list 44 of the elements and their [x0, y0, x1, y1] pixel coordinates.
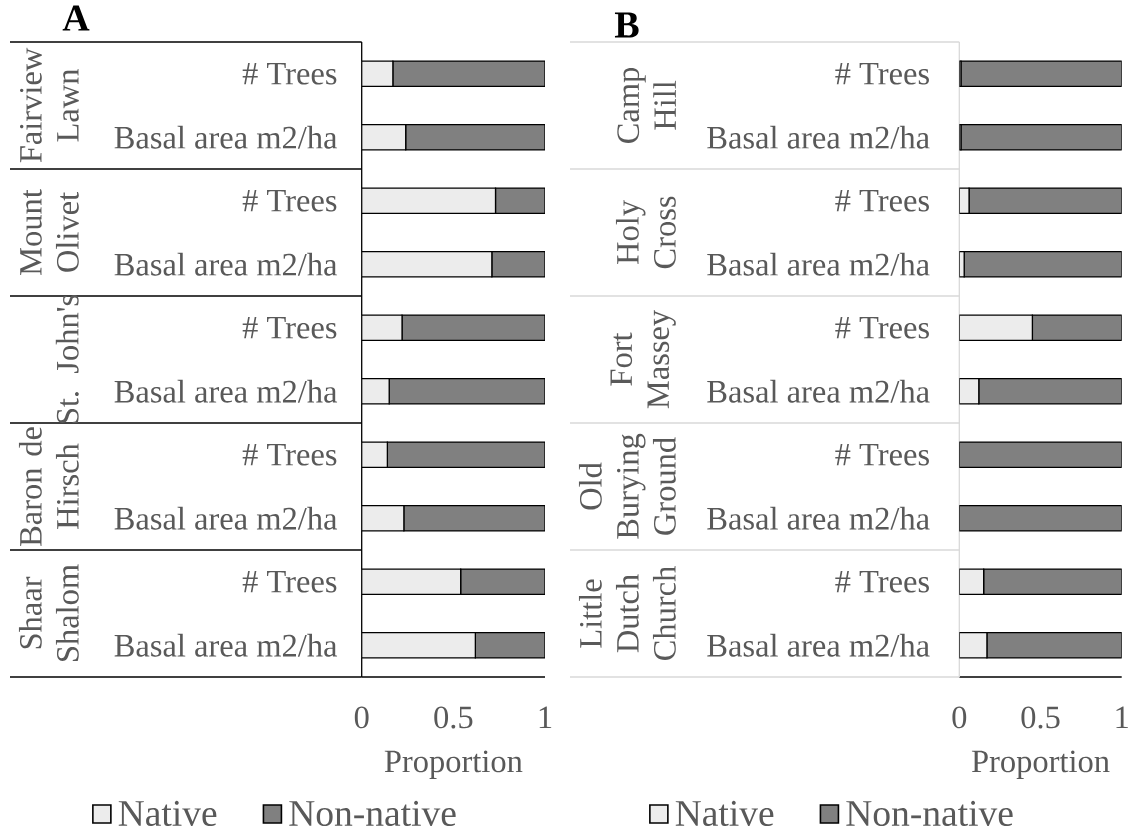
y-tick-label: Basal area m2/ha — [707, 125, 930, 149]
y-tick-label: # Trees — [242, 62, 337, 85]
legend-label: Native — [118, 800, 217, 827]
y-tick-label: # Trees — [242, 570, 337, 593]
text: Camp Hill — [617, 67, 676, 143]
y-tick-label: Basal area m2/ha — [114, 252, 338, 276]
text: Shaar Shalom — [18, 564, 79, 661]
y-tick-label: # Trees — [835, 189, 929, 212]
y-tick-label: # Trees — [242, 189, 337, 212]
y-tick-label: Basal area m2/ha — [707, 252, 930, 276]
y-tick-label: # Trees — [835, 570, 929, 593]
legend-label: Non-native — [846, 800, 1013, 827]
y-tick-label: # Trees — [835, 62, 929, 85]
text: B — [614, 12, 639, 38]
legend-label: Non-native — [289, 800, 456, 827]
x-tick-label: 1 — [1116, 706, 1128, 729]
y-tick-label: Basal area m2/ha — [707, 506, 930, 530]
y-tick-label: Basal area m2/ha — [114, 379, 338, 403]
text: Fort Massey — [610, 309, 676, 409]
y-tick-label: Basal area m2/ha — [114, 125, 338, 149]
chart-title: A — [62, 5, 90, 31]
y-tick-label: Basal area m2/ha — [707, 379, 930, 403]
text: Baron de Hirsch — [18, 427, 79, 547]
text: Little Dutch Church — [578, 566, 676, 661]
text: Fairview Lawn — [19, 47, 79, 163]
y-tick-label: Basal area m2/ha — [114, 633, 338, 657]
x-tick-label: 0 — [354, 706, 369, 729]
y-tick-label: # Trees — [242, 443, 337, 466]
text: Holy Cross — [615, 196, 676, 269]
y-tick-label: Basal area m2/ha — [114, 506, 338, 530]
y-tick-label: # Trees — [242, 316, 337, 339]
text: Old Burying Ground — [578, 433, 676, 539]
x-tick-label: 1 — [539, 706, 552, 729]
y-tick-label: Basal area m2/ha — [707, 633, 930, 657]
text: St. John's — [55, 295, 79, 424]
text: Mount Olivet — [20, 189, 79, 275]
x-tick-label: 0.5 — [1021, 706, 1060, 729]
y-tick-label: # Trees — [835, 316, 929, 339]
y-tick-label: # Trees — [835, 443, 929, 466]
x-axis-title: Proportion — [971, 750, 1110, 779]
x-tick-label: 0.5 — [434, 706, 473, 729]
x-axis-title: Proportion — [384, 750, 523, 779]
x-tick-label: 0 — [952, 706, 967, 729]
legend-label: Native — [675, 800, 774, 827]
